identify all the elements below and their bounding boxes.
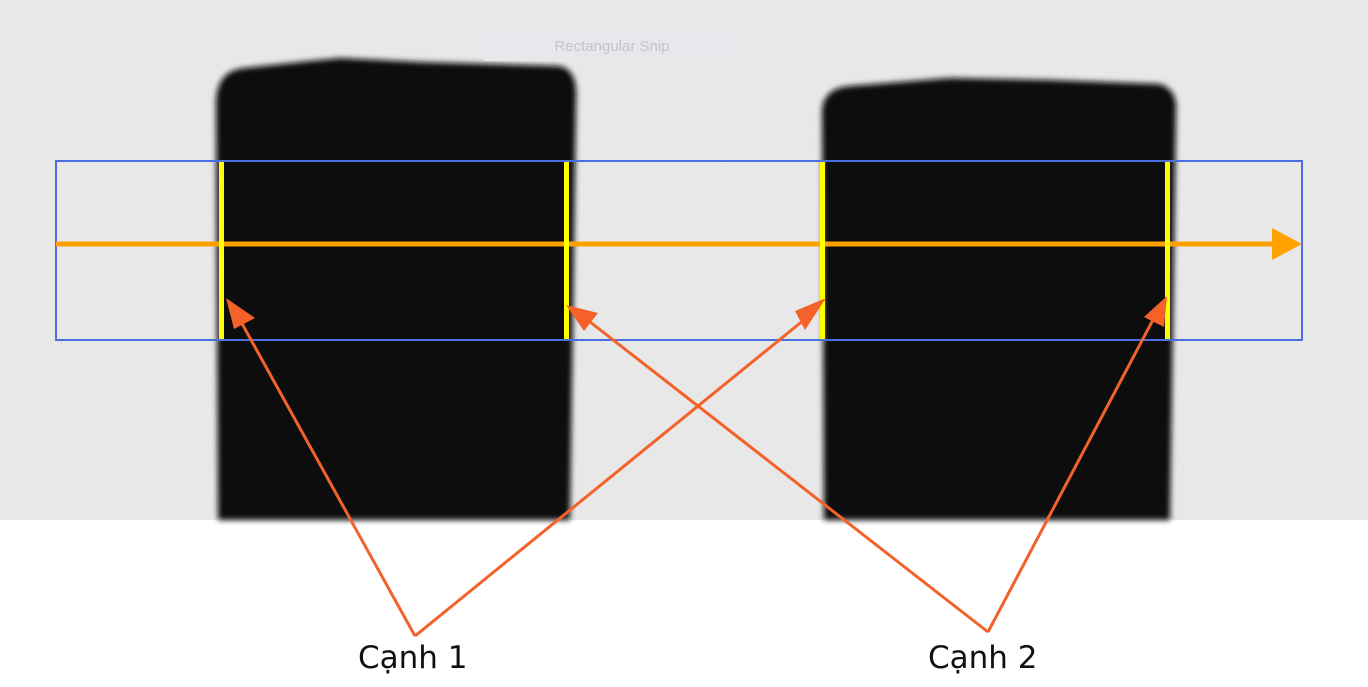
right-dark-object	[822, 78, 1177, 520]
edge-marker	[1165, 162, 1170, 339]
scan-arrow-head	[1272, 228, 1302, 260]
pointer-head	[566, 305, 598, 331]
pointer-heads	[226, 296, 1167, 331]
pointer-head	[226, 298, 255, 329]
rectangular-snip-label: Rectangular Snip	[484, 31, 740, 61]
pointer-head	[795, 298, 826, 330]
pointer-line	[584, 316, 989, 634]
edge-2-label: Cạnh 2	[928, 640, 1038, 676]
pointer-line	[986, 315, 1157, 633]
roi-box	[55, 160, 1303, 341]
dark-objects	[216, 58, 1177, 520]
edge-1-label: Cạnh 1	[358, 640, 468, 676]
pointer-arrows	[238, 313, 1157, 638]
edge-markers	[219, 162, 1170, 339]
pointer-head	[1144, 296, 1167, 327]
edge-marker	[219, 162, 224, 339]
pointer-line	[238, 319, 417, 637]
edge-marker	[564, 162, 569, 339]
left-dark-object	[216, 58, 577, 520]
pointer-line	[414, 313, 811, 638]
edge-marker	[820, 162, 825, 339]
